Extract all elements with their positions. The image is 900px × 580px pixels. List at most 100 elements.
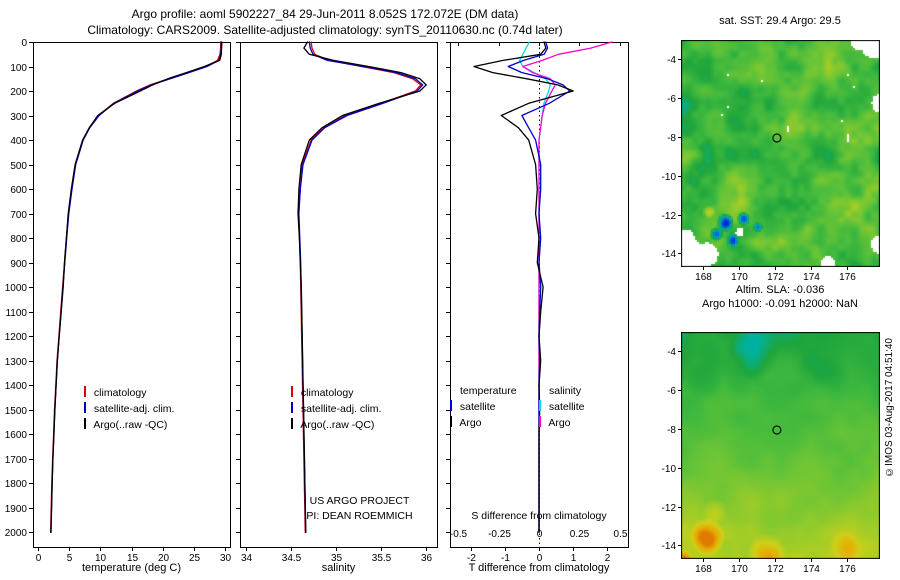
legend-label: Argo bbox=[548, 417, 571, 429]
series-line bbox=[297, 41, 427, 533]
legend-label: satellite-adj. clim. bbox=[300, 403, 382, 415]
s-satellite-marker bbox=[539, 400, 541, 411]
salinity-axis-label: salinity bbox=[321, 562, 356, 574]
y-tick-label: 1100 bbox=[5, 308, 27, 319]
y-tick-label: 400 bbox=[10, 136, 27, 147]
satellite-clim-marker bbox=[84, 402, 86, 413]
x-tick-label: 20 bbox=[158, 553, 170, 564]
x-tick-label: 34 bbox=[241, 553, 253, 564]
argo-marker bbox=[84, 418, 86, 429]
t-satellite-marker bbox=[450, 400, 452, 411]
legend-label: satellite bbox=[548, 401, 585, 413]
y-tick-label: 1600 bbox=[5, 430, 28, 441]
map-x-tick-label: 172 bbox=[767, 272, 784, 283]
legend-label: climatology bbox=[93, 387, 147, 399]
map-y-tick-label: -14 bbox=[662, 541, 677, 552]
t-difference-axis-label: T difference from climatology bbox=[468, 562, 610, 574]
panel-frame bbox=[240, 42, 438, 548]
t-argo-marker bbox=[450, 416, 452, 427]
map-x-tick-label: 168 bbox=[695, 564, 712, 575]
legend-item: satellite-adj. clim. bbox=[291, 401, 381, 417]
map-y-tick-label: -14 bbox=[662, 249, 677, 260]
x-tick-label: 0 bbox=[537, 553, 543, 564]
y-tick-label: 700 bbox=[10, 210, 27, 221]
map-x-tick-label: 172 bbox=[767, 564, 784, 575]
series-line bbox=[297, 41, 422, 533]
x-tick-label: 0 bbox=[36, 553, 42, 564]
column-header: salinity bbox=[549, 385, 582, 397]
legend-label: climatology bbox=[300, 387, 354, 399]
series-line bbox=[49, 41, 222, 533]
argo-marker bbox=[291, 418, 293, 429]
x-tick-label: 2 bbox=[605, 553, 611, 564]
sst-map-title: sat. SST: 29.4 Argo: 29.5 bbox=[719, 15, 841, 27]
y-tick-label: 0 bbox=[21, 38, 27, 49]
legend-item: Argo(..raw -QC) bbox=[291, 417, 381, 433]
x-tick-label: 1 bbox=[571, 553, 577, 564]
y-tick-label: 1200 bbox=[5, 332, 28, 343]
legend-item: climatology bbox=[291, 385, 381, 401]
y-tick-label: 1900 bbox=[5, 504, 28, 515]
s-tick-label: 0.5 bbox=[614, 529, 628, 540]
figure-title: Argo profile: aoml 5902227_84 29-Jun-201… bbox=[131, 7, 519, 21]
series-line bbox=[473, 41, 574, 533]
map-x-tick-label: 170 bbox=[731, 564, 748, 575]
map-y-tick-label: -4 bbox=[667, 347, 676, 358]
map-x-tick-label: 176 bbox=[839, 272, 856, 283]
x-tick-label: 35.5 bbox=[372, 553, 392, 564]
y-tick-label: 1400 bbox=[5, 381, 28, 392]
y-tick-label: 600 bbox=[10, 185, 27, 196]
climatology-marker bbox=[84, 386, 86, 397]
temperature-axis-label: temperature (deg C) bbox=[81, 562, 182, 574]
s-tick-label: -0.5 bbox=[450, 529, 468, 540]
temperature-legend: climatology satellite-adj. clim. Argo(..… bbox=[84, 385, 174, 433]
y-tick-label: 2000 bbox=[5, 528, 28, 539]
map-y-tick-label: -6 bbox=[667, 386, 676, 397]
y-tick-label: 300 bbox=[10, 112, 27, 123]
legend-item: satellite bbox=[450, 399, 539, 415]
x-tick-label: 5 bbox=[67, 553, 73, 564]
y-tick-label: 900 bbox=[10, 259, 27, 270]
sla-map-image bbox=[681, 332, 880, 559]
s-tick-label: -0.25 bbox=[488, 529, 511, 540]
climatology-marker bbox=[291, 386, 293, 397]
y-tick-label: 1800 bbox=[5, 479, 28, 490]
sst-map-image bbox=[681, 40, 880, 267]
y-tick-label: 1300 bbox=[5, 357, 28, 368]
y-tick-label: 200 bbox=[10, 87, 27, 98]
x-tick-label: 10 bbox=[95, 553, 107, 564]
sla-map-title-line1: Altim. SLA: -0.036 bbox=[735, 284, 825, 296]
map-y-tick-label: -8 bbox=[667, 425, 676, 436]
x-tick-label: -1 bbox=[501, 553, 510, 564]
legend-item: satellite-adj. clim. bbox=[84, 401, 174, 417]
series-line bbox=[298, 41, 424, 533]
y-tick-label: 100 bbox=[10, 63, 27, 74]
series-line bbox=[522, 41, 613, 533]
map-y-tick-label: -4 bbox=[667, 55, 676, 66]
legend-label: Argo(..raw -QC) bbox=[93, 419, 168, 431]
legend-label: Argo(..raw -QC) bbox=[300, 419, 375, 431]
legend-item: climatology bbox=[84, 385, 174, 401]
legend-label: satellite bbox=[459, 401, 496, 413]
difference-legend: temperature satellite Argo salinity sate… bbox=[450, 384, 628, 431]
x-tick-label: -2 bbox=[467, 553, 476, 564]
series-line bbox=[518, 41, 551, 533]
y-tick-label: 1500 bbox=[5, 406, 28, 417]
y-tick-label: 1000 bbox=[5, 283, 28, 294]
us-argo-project-note: US ARGO PROJECT bbox=[309, 495, 410, 507]
figure-subtitle: Climatology: CARS2009. Satellite-adjuste… bbox=[87, 23, 563, 37]
float-position-marker bbox=[772, 133, 782, 143]
x-tick-label: 35 bbox=[331, 553, 343, 564]
map-x-tick-label: 168 bbox=[695, 272, 712, 283]
x-tick-label: 15 bbox=[127, 553, 139, 564]
series-line bbox=[50, 41, 223, 533]
legend-item: Argo bbox=[539, 415, 628, 431]
x-tick-label: 25 bbox=[189, 553, 201, 564]
float-position-marker bbox=[772, 425, 782, 435]
column-header: temperature bbox=[460, 385, 517, 397]
y-tick-label: 1700 bbox=[5, 455, 28, 466]
salinity-legend: climatology satellite-adj. clim. Argo(..… bbox=[291, 385, 381, 433]
pi-note: PI: DEAN ROEMMICH bbox=[306, 510, 413, 522]
y-tick-label: 800 bbox=[10, 234, 27, 245]
